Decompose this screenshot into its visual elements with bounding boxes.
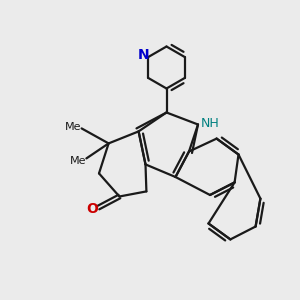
Text: NH: NH [201,116,220,130]
Text: Me: Me [70,156,86,166]
Text: O: O [86,202,98,216]
Text: N: N [138,48,150,62]
Text: Me: Me [65,122,82,132]
